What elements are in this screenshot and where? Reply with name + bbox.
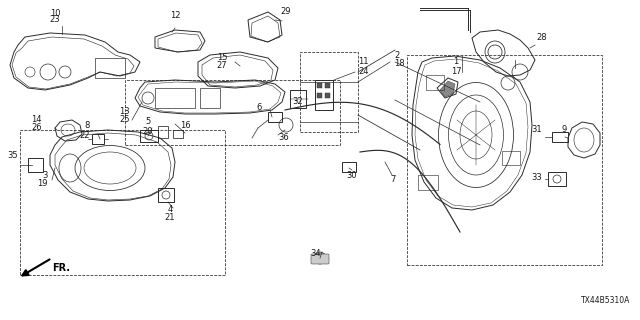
- Bar: [92, 134, 104, 144]
- Text: 9: 9: [562, 124, 567, 133]
- Text: 28: 28: [536, 34, 547, 43]
- FancyBboxPatch shape: [311, 254, 329, 264]
- Text: 23: 23: [50, 15, 60, 25]
- Text: 29: 29: [281, 7, 291, 17]
- Polygon shape: [440, 81, 455, 97]
- Text: 30: 30: [346, 171, 356, 180]
- Bar: [158, 188, 174, 202]
- Text: 8: 8: [84, 122, 90, 131]
- Bar: [317, 93, 322, 98]
- Text: 21: 21: [164, 213, 175, 222]
- Text: 6: 6: [257, 103, 262, 113]
- Text: FR.: FR.: [52, 263, 70, 273]
- Bar: [552, 132, 568, 142]
- Text: 14: 14: [31, 116, 42, 124]
- Bar: [502, 151, 520, 165]
- Text: 25: 25: [120, 116, 130, 124]
- Bar: [158, 126, 168, 138]
- Text: 13: 13: [120, 108, 130, 116]
- Bar: [140, 130, 158, 142]
- Bar: [325, 83, 330, 88]
- Text: 19: 19: [38, 180, 48, 188]
- Text: 22: 22: [79, 131, 90, 140]
- Text: 32: 32: [292, 98, 303, 107]
- Text: 17: 17: [451, 68, 461, 76]
- Bar: [317, 83, 322, 88]
- Text: 31: 31: [531, 124, 542, 133]
- Text: 15: 15: [217, 52, 227, 61]
- Bar: [300, 52, 358, 132]
- Text: 12: 12: [170, 11, 180, 20]
- Circle shape: [314, 252, 326, 264]
- Text: 2: 2: [394, 51, 399, 60]
- Bar: [290, 90, 306, 108]
- Text: TX44B5310A: TX44B5310A: [580, 296, 630, 305]
- Bar: [28, 158, 43, 172]
- Text: 36: 36: [278, 132, 289, 141]
- Text: 16: 16: [180, 121, 191, 130]
- Bar: [342, 162, 356, 172]
- Bar: [173, 130, 183, 138]
- Text: 35: 35: [8, 150, 18, 159]
- Bar: [407, 55, 602, 265]
- Bar: [200, 88, 220, 108]
- Bar: [418, 175, 438, 190]
- Bar: [426, 75, 444, 90]
- Text: 34: 34: [310, 250, 321, 259]
- Bar: [548, 172, 566, 186]
- Text: 33: 33: [531, 173, 542, 182]
- Bar: [95, 58, 125, 78]
- Bar: [155, 88, 195, 108]
- Text: 5: 5: [145, 117, 150, 126]
- Bar: [268, 112, 282, 122]
- Text: 11: 11: [358, 58, 369, 67]
- Bar: [125, 80, 340, 145]
- Bar: [20, 130, 225, 275]
- Text: 18: 18: [394, 59, 404, 68]
- Text: 27: 27: [217, 60, 227, 69]
- Text: 24: 24: [358, 68, 369, 76]
- Text: 3: 3: [43, 171, 48, 180]
- Text: 1: 1: [453, 58, 459, 67]
- Text: 20: 20: [143, 127, 153, 137]
- Text: 10: 10: [50, 9, 60, 18]
- Text: 4: 4: [168, 205, 173, 214]
- Bar: [325, 93, 330, 98]
- Bar: [315, 80, 333, 110]
- Text: 7: 7: [390, 175, 396, 185]
- Text: 26: 26: [31, 124, 42, 132]
